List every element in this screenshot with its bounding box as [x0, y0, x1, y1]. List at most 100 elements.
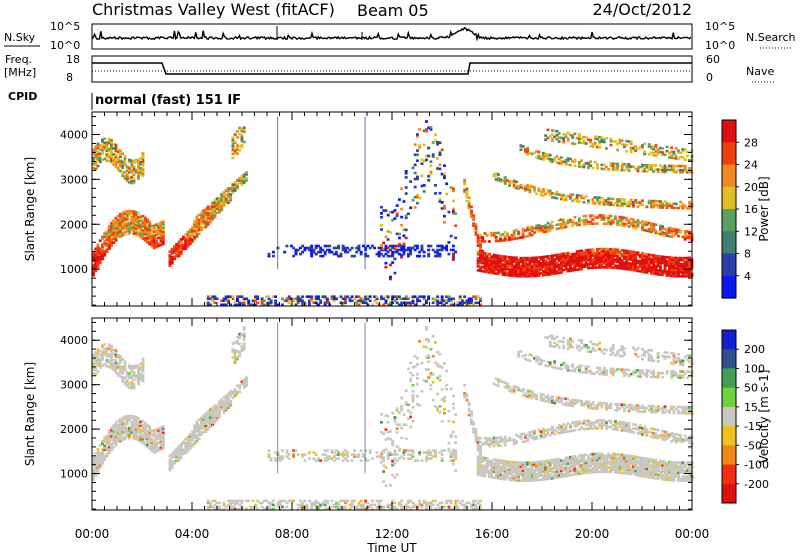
- range-cell: [146, 234, 149, 238]
- range-cell: [380, 224, 383, 227]
- range-cell: [211, 214, 215, 217]
- range-cell: [143, 238, 147, 242]
- range-cell: [427, 356, 431, 359]
- range-cell: [440, 248, 444, 252]
- range-cell: [319, 254, 323, 258]
- range-cell: [596, 145, 599, 149]
- range-cell: [139, 169, 143, 172]
- range-cell: [238, 303, 242, 307]
- range-cell: [301, 503, 305, 507]
- range-cell: [92, 460, 95, 463]
- range-cell: [427, 146, 431, 150]
- range-cell: [341, 455, 345, 458]
- range-cell: [292, 449, 296, 452]
- range-cell: [575, 194, 579, 197]
- range-cell: [150, 443, 154, 447]
- range-cell: [539, 155, 543, 159]
- range-cell: [654, 272, 658, 276]
- range-cell: [560, 271, 563, 274]
- range-cell: [400, 303, 404, 307]
- range-cell: [110, 149, 113, 152]
- range-cell: [526, 262, 530, 266]
- range-cell: [479, 242, 482, 246]
- range-cell: [107, 359, 111, 363]
- range-cell: [503, 182, 507, 185]
- range-cell: [206, 505, 210, 509]
- range-cell: [137, 374, 140, 378]
- range-cell: [656, 263, 660, 266]
- range-cell: [98, 360, 102, 363]
- range-cell: [445, 248, 449, 252]
- range-cell: [173, 255, 176, 259]
- range-cell: [620, 249, 624, 252]
- range-cell: [139, 440, 143, 443]
- range-cell: [438, 163, 442, 167]
- range-cell: [605, 256, 608, 259]
- range-cell: [625, 222, 629, 226]
- range-cell: [575, 198, 579, 201]
- range-cell: [139, 160, 143, 164]
- range-cell: [467, 196, 471, 200]
- range-cell: [98, 247, 102, 250]
- range-cell: [600, 200, 604, 204]
- range-cell: [152, 451, 156, 454]
- range-cell: [524, 235, 527, 238]
- range-cell: [229, 505, 233, 509]
- range-cell: [497, 380, 500, 384]
- range-cell: [686, 262, 689, 266]
- range-cell: [337, 451, 341, 454]
- range-cell: [398, 411, 401, 414]
- y-tick-label: 2000: [60, 218, 88, 231]
- range-cell: [389, 430, 392, 433]
- range-cell: [418, 499, 422, 503]
- range-cell: [92, 464, 95, 467]
- range-cell: [654, 231, 658, 235]
- range-cell: [573, 197, 577, 201]
- range-cell: [472, 499, 476, 503]
- range-cell: [161, 427, 165, 430]
- range-cell: [656, 148, 660, 152]
- range-cell: [224, 295, 228, 298]
- range-cell: [672, 202, 676, 206]
- range-cell: [209, 416, 212, 419]
- range-cell: [233, 349, 237, 352]
- range-cell: [141, 363, 145, 367]
- range-cell: [98, 444, 102, 447]
- range-cell: [355, 455, 359, 458]
- range-cell: [632, 203, 635, 206]
- range-cell: [443, 172, 446, 176]
- range-cell: [204, 416, 208, 419]
- range-cell: [98, 261, 102, 265]
- range-cell: [609, 201, 613, 205]
- range-cell: [186, 232, 190, 236]
- range-cell: [656, 204, 660, 207]
- range-cell: [688, 232, 692, 236]
- range-cell: [510, 268, 514, 271]
- range-cell: [141, 361, 145, 365]
- range-cell: [551, 226, 554, 230]
- range-cell: [393, 462, 397, 465]
- range-cell: [530, 270, 534, 274]
- range-cell: [625, 249, 629, 253]
- range-cell: [242, 344, 246, 347]
- range-cell: [524, 269, 527, 272]
- range-cell: [445, 499, 449, 503]
- range-cell: [454, 453, 458, 456]
- range-cell: [483, 474, 487, 478]
- range-cell: [224, 396, 228, 399]
- range-cell: [121, 372, 125, 375]
- range-cell: [98, 456, 102, 459]
- range-cell: [636, 147, 640, 151]
- range-cell: [224, 193, 228, 196]
- range-cell: [526, 226, 530, 230]
- range-cell: [643, 150, 647, 154]
- range-cell: [168, 264, 172, 267]
- range-cell: [683, 236, 687, 239]
- range-cell: [332, 252, 336, 256]
- range-cell: [94, 363, 98, 366]
- range-cell: [528, 188, 532, 192]
- range-cell: [564, 262, 568, 265]
- range-cell: [483, 472, 487, 476]
- range-cell: [139, 368, 143, 371]
- range-cell: [125, 224, 129, 227]
